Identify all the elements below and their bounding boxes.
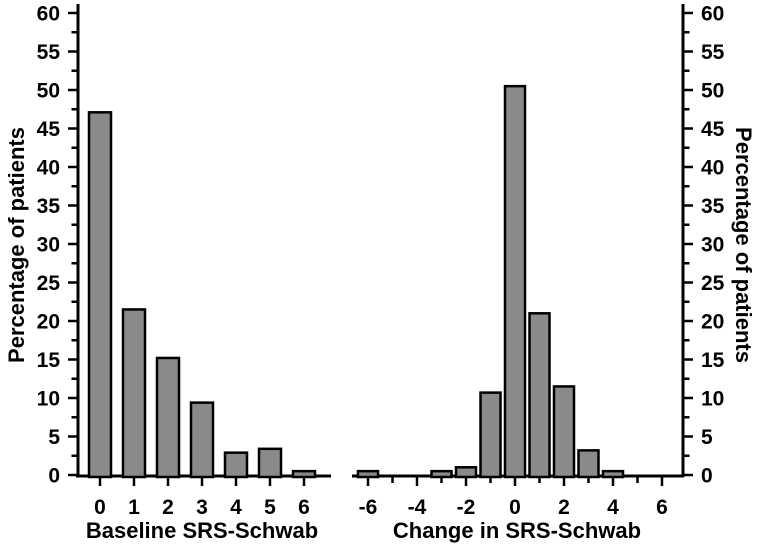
x-tick-label: 2 bbox=[162, 496, 174, 519]
bar bbox=[291, 469, 317, 479]
x-tick-label: -4 bbox=[408, 496, 427, 519]
x-tick-label: 6 bbox=[656, 496, 668, 519]
y-tick-label: 30 bbox=[37, 234, 60, 257]
bar bbox=[479, 391, 502, 479]
bar bbox=[223, 451, 249, 479]
x-tick-label: -6 bbox=[359, 496, 378, 519]
y-tick-label: 40 bbox=[37, 157, 60, 180]
bar bbox=[430, 469, 453, 479]
y-tick-label: 15 bbox=[701, 349, 725, 372]
bar bbox=[503, 84, 527, 479]
bar bbox=[528, 312, 551, 479]
y-tick-label: 5 bbox=[701, 426, 713, 449]
y-tick-label: 0 bbox=[701, 465, 713, 488]
y-tick-label: 50 bbox=[701, 80, 724, 103]
bar bbox=[257, 447, 283, 479]
x-tick-label: 3 bbox=[196, 496, 208, 519]
y-tick-label: 60 bbox=[701, 3, 724, 26]
y-tick-label: 10 bbox=[37, 388, 60, 411]
x-tick-label: 2 bbox=[558, 496, 570, 519]
y-tick-label: 50 bbox=[37, 80, 60, 103]
y-tick-label: 55 bbox=[701, 41, 725, 64]
x-tick-label: 4 bbox=[230, 496, 242, 519]
bar bbox=[454, 466, 478, 479]
y-tick-label: 25 bbox=[701, 272, 725, 295]
x-axis-title: Change in SRS-Schwab bbox=[393, 518, 641, 543]
bar bbox=[121, 308, 147, 479]
bar bbox=[356, 469, 380, 479]
x-axis-title: Baseline SRS-Schwab bbox=[86, 518, 318, 543]
y-tick-label: 35 bbox=[701, 195, 725, 218]
bar bbox=[155, 356, 181, 479]
bar bbox=[189, 401, 215, 479]
bar bbox=[552, 385, 576, 479]
y-axis-title: Percentage of patients bbox=[4, 127, 29, 363]
y-tick-label: 55 bbox=[37, 41, 61, 64]
x-tick-label: -2 bbox=[457, 496, 476, 519]
y-axis-title: Percentage of patients bbox=[731, 127, 756, 363]
y-tick-label: 45 bbox=[37, 118, 61, 141]
bar bbox=[87, 111, 113, 479]
y-tick-label: 40 bbox=[701, 157, 724, 180]
y-tick-label: 25 bbox=[37, 272, 61, 295]
bar bbox=[577, 449, 600, 479]
bar bbox=[601, 469, 625, 479]
y-tick-label: 15 bbox=[37, 349, 61, 372]
x-tick-label: 0 bbox=[94, 496, 106, 519]
y-tick-label: 35 bbox=[37, 195, 61, 218]
y-tick-label: 60 bbox=[37, 3, 60, 26]
y-tick-label: 5 bbox=[48, 426, 60, 449]
x-tick-label: 1 bbox=[128, 496, 140, 519]
x-tick-label: 5 bbox=[264, 496, 276, 519]
x-tick-label: 6 bbox=[298, 496, 310, 519]
y-tick-label: 0 bbox=[48, 465, 60, 488]
y-tick-label: 30 bbox=[701, 234, 724, 257]
x-tick-label: 4 bbox=[607, 496, 619, 519]
x-tick-label: 0 bbox=[509, 496, 521, 519]
y-tick-label: 10 bbox=[701, 388, 724, 411]
y-tick-label: 45 bbox=[701, 118, 725, 141]
y-tick-label: 20 bbox=[701, 311, 724, 334]
y-tick-label: 20 bbox=[37, 311, 60, 334]
